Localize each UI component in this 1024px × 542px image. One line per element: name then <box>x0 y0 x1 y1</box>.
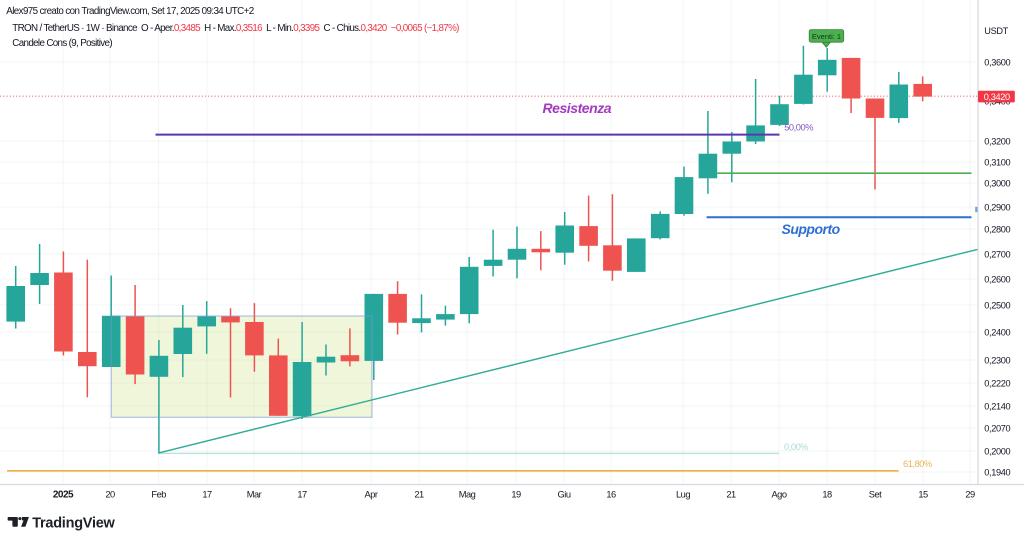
svg-text:Feb: Feb <box>151 489 166 499</box>
svg-text:0,2140: 0,2140 <box>984 401 1010 411</box>
svg-text:17: 17 <box>297 489 307 499</box>
svg-text:Mag: Mag <box>459 489 476 499</box>
svg-text:Ago: Ago <box>771 489 786 499</box>
svg-text:Supporto: Supporto <box>781 221 840 237</box>
svg-text:TRON / TetherUS · 1W · Binance: TRON / TetherUS · 1W · Binance O - Aper.… <box>12 23 459 34</box>
svg-text:Candele Cons (9, Positive): Candele Cons (9, Positive) <box>12 38 112 49</box>
svg-text:20: 20 <box>105 489 115 499</box>
svg-text:50,00%: 50,00% <box>784 122 813 132</box>
svg-text:0,2220: 0,2220 <box>984 378 1010 388</box>
svg-text:0,2700: 0,2700 <box>984 249 1010 259</box>
svg-text:29: 29 <box>965 489 975 499</box>
svg-text:19: 19 <box>511 489 521 499</box>
svg-text:Alex975 creato con TradingView: Alex975 creato con TradingView.com, Set … <box>6 6 253 17</box>
svg-text:USDT: USDT <box>984 26 1008 36</box>
svg-text:Mar: Mar <box>247 489 262 499</box>
svg-text:0,2800: 0,2800 <box>984 224 1010 234</box>
svg-text:17: 17 <box>202 489 212 499</box>
svg-text:0,3100: 0,3100 <box>984 157 1010 167</box>
svg-text:Eventi: 1: Eventi: 1 <box>812 32 841 41</box>
svg-text:0,2070: 0,2070 <box>984 423 1010 433</box>
svg-text:Set: Set <box>869 489 882 499</box>
svg-text:0,2500: 0,2500 <box>984 300 1010 310</box>
svg-text:2025: 2025 <box>53 489 74 500</box>
svg-text:21: 21 <box>414 489 424 499</box>
svg-text:Giu: Giu <box>558 489 571 499</box>
svg-text:0,2400: 0,2400 <box>984 327 1010 337</box>
svg-text:61,80%: 61,80% <box>903 459 932 469</box>
svg-text:15: 15 <box>918 489 928 499</box>
svg-text:21: 21 <box>726 489 736 499</box>
svg-text:0,3600: 0,3600 <box>984 57 1010 67</box>
svg-text:0,2300: 0,2300 <box>984 355 1010 365</box>
svg-text:0,2600: 0,2600 <box>984 274 1010 284</box>
svg-text:TradingView: TradingView <box>32 515 115 531</box>
svg-text:Lug: Lug <box>676 489 690 499</box>
svg-text:16: 16 <box>606 489 616 499</box>
svg-text:Apr: Apr <box>365 489 378 499</box>
svg-text:0,2900: 0,2900 <box>984 202 1010 212</box>
svg-text:0,2000: 0,2000 <box>984 446 1010 456</box>
svg-text:0,3420: 0,3420 <box>984 92 1010 102</box>
svg-text:18: 18 <box>822 489 832 499</box>
svg-text:Resistenza: Resistenza <box>542 100 611 116</box>
svg-text:0,1940: 0,1940 <box>984 467 1010 477</box>
svg-text:0,00%: 0,00% <box>784 442 808 452</box>
svg-text:0,3200: 0,3200 <box>984 136 1010 146</box>
svg-text:0,3000: 0,3000 <box>984 178 1010 188</box>
